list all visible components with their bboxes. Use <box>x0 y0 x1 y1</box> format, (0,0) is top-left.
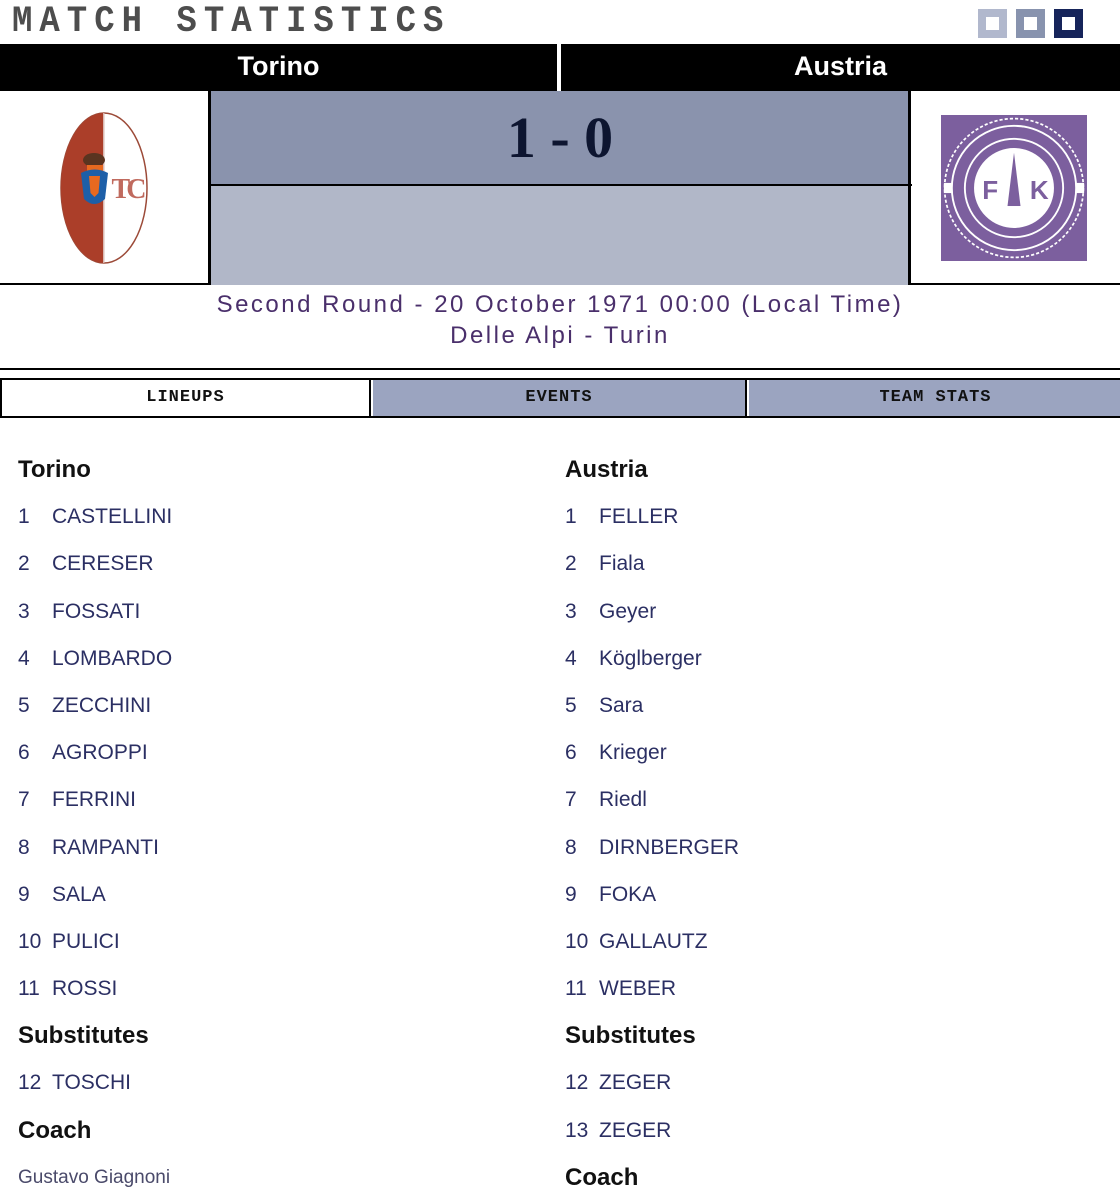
svg-text:F: F <box>982 175 998 205</box>
svg-text:TC: TC <box>112 174 146 205</box>
svg-text:K: K <box>1030 175 1049 205</box>
